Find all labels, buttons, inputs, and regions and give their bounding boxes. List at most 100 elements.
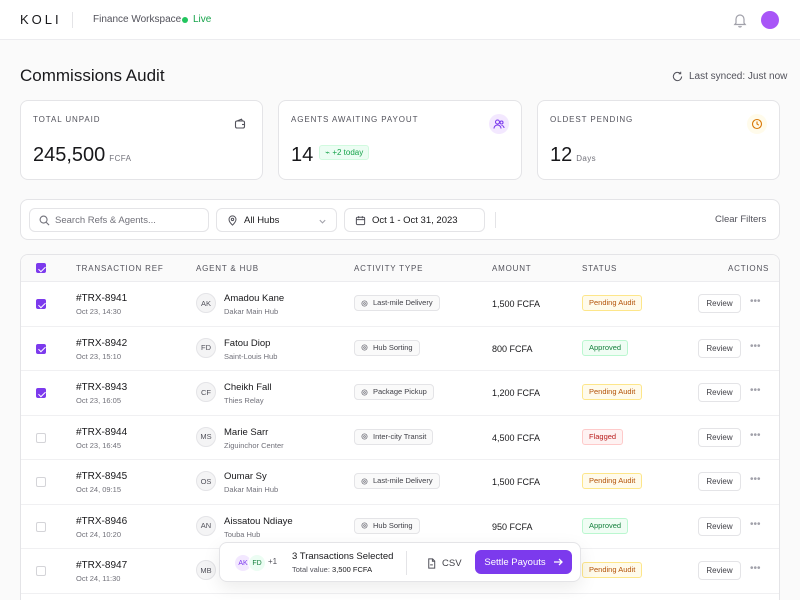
table-row[interactable]: #TRX-8944 Oct 23, 16:45 MS Marie Sarr Ziguin… (21, 416, 779, 460)
transaction-ref[interactable]: #TRX-8941 (76, 293, 128, 304)
app-logo[interactable]: KOLI (20, 12, 62, 27)
export-csv-button[interactable]: CSV (426, 554, 462, 572)
workspace-name[interactable]: Finance Workspace (93, 14, 182, 25)
row-checkbox[interactable] (36, 343, 46, 354)
refresh-icon (672, 71, 683, 81)
hub-select-value: All Hubs (244, 215, 280, 226)
activity-chip: Package Pickup (354, 384, 434, 400)
row-checkbox[interactable] (36, 521, 46, 532)
agent-avatar: MB (196, 560, 216, 580)
transaction-time: Oct 24, 10:20 (76, 529, 122, 539)
amount: 4,500 FCFA (492, 432, 541, 443)
column-header-agent[interactable]: AGENT & HUB (196, 264, 259, 273)
card-value: 14 ⌁ +2 today (291, 144, 370, 167)
card-label: OLDEST PENDING (550, 115, 634, 124)
row-checkbox[interactable] (36, 299, 46, 309)
more-actions-icon[interactable]: ••• (750, 429, 761, 441)
transaction-ref[interactable]: #TRX-8944 (76, 426, 128, 438)
divider (406, 551, 407, 575)
date-range-picker[interactable]: Oct 1 - Oct 31, 2023 (344, 208, 485, 232)
transaction-ref[interactable]: #TRX-8942 (76, 337, 128, 349)
more-actions-icon[interactable]: ••• (750, 340, 761, 352)
transaction-ref[interactable]: #TRX-8943 (76, 382, 128, 393)
agent-avatar: MS (196, 426, 216, 447)
hub-select[interactable]: All Hubs (216, 208, 337, 232)
table-row[interactable]: #TRX-8947 Oct 24, 11:30 MB Pending Audit Rev… (21, 549, 779, 594)
row-checkbox[interactable] (36, 477, 46, 487)
amount: 1,500 FCFA (492, 477, 541, 487)
user-avatar[interactable] (761, 11, 779, 29)
more-actions-icon[interactable]: ••• (750, 563, 761, 574)
table-header: TRANSACTION REF AGENT & HUB ACTIVITY TYP… (21, 255, 779, 282)
amount: 950 FCFA (492, 521, 533, 532)
activity-chip: Last-mile Delivery (354, 473, 440, 489)
table-row[interactable]: #TRX-8941 Oct 23, 14:30 AK Amadou Kane Dakar… (21, 282, 779, 327)
card-label: AGENTS AWAITING PAYOUT (291, 115, 419, 124)
transaction-ref[interactable]: #TRX-8947 (76, 560, 128, 571)
date-range-value: Oct 1 - Oct 31, 2023 (372, 215, 458, 226)
tag-icon (361, 299, 368, 307)
divider (495, 212, 496, 228)
agent-name: Marie Sarr (224, 426, 269, 438)
card-unit: Days (576, 154, 597, 163)
transaction-time: Oct 24, 09:15 (76, 485, 122, 494)
row-checkbox[interactable] (36, 432, 46, 443)
review-button[interactable]: Review (698, 561, 741, 580)
agent-hub: Saint-Louis Hub (224, 351, 278, 361)
agent-name: Cheikh Fall (224, 382, 272, 393)
clear-filters-button[interactable]: Clear Filters (715, 214, 767, 225)
selection-title: 3 Transactions Selected (292, 551, 394, 562)
amount: 1,200 FCFA (492, 388, 541, 398)
row-checkbox[interactable] (36, 566, 46, 576)
agent-avatar: OS (196, 471, 216, 491)
agent-avatar: FD (196, 337, 216, 358)
tag-icon (361, 388, 368, 396)
agent-hub: Dakar Main Hub (224, 485, 279, 494)
column-header-status[interactable]: STATUS (582, 264, 618, 273)
more-actions-icon[interactable]: ••• (750, 296, 761, 307)
review-button[interactable]: Review (698, 516, 741, 536)
activity-chip: Hub Sorting (354, 339, 420, 356)
agent-hub: Thies Relay (224, 396, 264, 405)
tag-icon (361, 477, 368, 485)
agent-avatar: AN (196, 515, 216, 536)
transaction-ref[interactable]: #TRX-8946 (76, 515, 128, 527)
column-header-amount[interactable]: AMOUNT (492, 264, 532, 273)
amount: 1,500 FCFA (492, 299, 541, 309)
live-status-label: Live (193, 14, 212, 25)
settle-payouts-button[interactable]: Settle Payouts (475, 550, 572, 574)
amount: 800 FCFA (492, 343, 533, 354)
column-header-activity[interactable]: ACTIVITY TYPE (354, 264, 424, 273)
column-header-ref[interactable]: TRANSACTION REF (76, 264, 164, 273)
selection-total: Total value: 3,500 FCFA (292, 565, 373, 574)
table-row[interactable]: #TRX-8942 Oct 23, 15:10 FD Fatou Diop Saint-… (21, 327, 779, 371)
agent-name: Amadou Kane (224, 293, 285, 304)
table-row[interactable]: #TRX-8945 Oct 24, 09:15 OS Oumar Sy Dakar Ma… (21, 460, 779, 505)
status-badge: Pending Audit (582, 473, 643, 489)
card-unit: FCFA (109, 154, 132, 163)
review-button[interactable]: Review (698, 427, 741, 447)
sync-status[interactable]: Last synced: Just now (672, 69, 787, 83)
select-all-checkbox[interactable] (36, 263, 46, 273)
divider (72, 12, 73, 28)
review-button[interactable]: Review (698, 383, 741, 402)
search-box[interactable] (29, 208, 209, 232)
agent-name: Oumar Sy (224, 471, 267, 482)
more-actions-icon[interactable]: ••• (750, 518, 761, 530)
agent-hub: Touba Hub (224, 529, 261, 539)
review-button[interactable]: Review (698, 294, 741, 313)
review-button[interactable]: Review (698, 338, 741, 358)
row-checkbox[interactable] (36, 388, 46, 398)
more-actions-icon[interactable]: ••• (750, 474, 761, 485)
table-row[interactable]: #TRX-8943 Oct 23, 16:05 CF Cheikh Fall Thies… (21, 371, 779, 416)
agent-hub: Ziguinchor Center (224, 440, 284, 450)
review-button[interactable]: Review (698, 472, 741, 491)
location-pin-icon (228, 215, 237, 226)
bell-icon[interactable] (733, 12, 747, 28)
agent-name: Fatou Diop (224, 337, 271, 349)
clock-icon (747, 114, 767, 134)
search-input[interactable] (55, 212, 205, 229)
more-actions-icon[interactable]: ••• (750, 385, 761, 396)
transaction-ref[interactable]: #TRX-8945 (76, 471, 128, 482)
activity-chip: Last-mile Delivery (354, 295, 440, 311)
